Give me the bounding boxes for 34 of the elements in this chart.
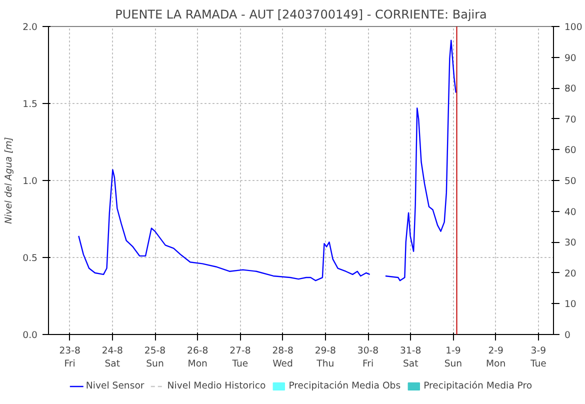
legend-label: Nivel Medio Historico xyxy=(167,380,266,392)
y-tick-label: 1.5 xyxy=(22,99,38,110)
y2-tick-label: 70 xyxy=(564,114,576,126)
x-tick-label: 23-8 Fri xyxy=(59,346,80,370)
x-tick-label: 26-8 Mon xyxy=(187,346,208,370)
chart-title: PUENTE LA RAMADA - AUT [2403700149] - CORRIENTE: Bajira xyxy=(115,8,487,22)
x-tick-label: 31-8 Sat xyxy=(400,346,422,370)
x-tick-label: 24-8 Sat xyxy=(102,346,124,370)
x-tick-label: 25-8 Sun xyxy=(144,346,166,370)
y2-tick-label: 20 xyxy=(564,268,576,280)
y2-tick-label: 0 xyxy=(564,330,570,341)
y2-tick-label: 30 xyxy=(564,238,576,249)
y-tick-label: 0.5 xyxy=(22,253,38,264)
x-tick-label: 2-9 Mon xyxy=(486,346,506,370)
y-tick-label: 0.0 xyxy=(22,330,38,341)
x-tick-label: 30-8 Fri xyxy=(357,346,379,370)
x-tick-label: 27-8 Tue xyxy=(230,346,251,370)
x-tick-label: 28-8 Wed xyxy=(272,346,294,370)
x-tick-label: 3-9 Tue xyxy=(529,346,547,370)
y2-tick-label: 100 xyxy=(564,22,582,33)
y-tick-label: 2.0 xyxy=(22,22,38,33)
y2-tick-label: 50 xyxy=(564,176,576,187)
y2-tick-label: 60 xyxy=(564,145,576,156)
legend-label: Precipitación Media Obs xyxy=(288,380,401,392)
legend-label: Precipitación Media Pro xyxy=(424,380,532,392)
y-axis-title: Nivel del Agua [m] xyxy=(4,136,15,224)
y2-tick-label: 90 xyxy=(564,52,576,64)
y2-tick-label: 40 xyxy=(564,206,576,218)
legend-label: Nivel Sensor xyxy=(86,380,144,392)
x-tick-label: 29-8 Thu xyxy=(314,346,336,370)
x-tick-label: 1-9 Sun xyxy=(444,346,462,370)
y-tick-label: 1.0 xyxy=(22,176,38,187)
y2-tick-label: 80 xyxy=(564,84,576,95)
y2-tick-label: 10 xyxy=(564,299,576,310)
